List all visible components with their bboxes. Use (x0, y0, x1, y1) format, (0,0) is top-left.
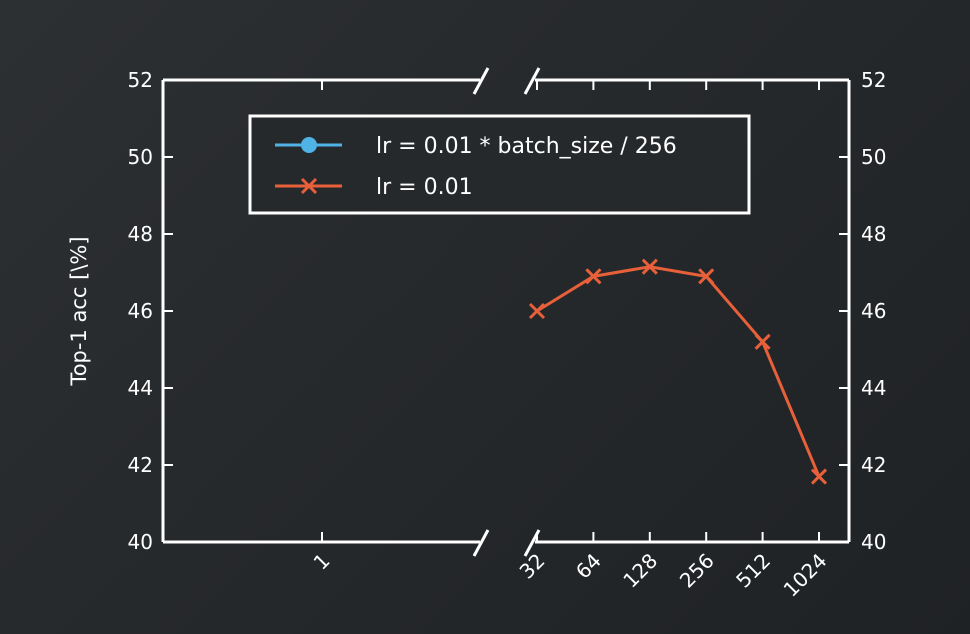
data-point (528, 302, 546, 320)
break-bottom-left (472, 529, 490, 557)
y-tick-label-left: 42 (128, 453, 153, 477)
data-point (810, 468, 828, 485)
series-layer (528, 258, 828, 485)
data-point (641, 258, 658, 275)
y-tick-label-right: 50 (861, 145, 886, 169)
legend-label: lr = 0.01 * batch_size / 256 (376, 134, 677, 159)
y-tick-label-right: 44 (861, 376, 886, 400)
data-point (585, 268, 602, 285)
y-tick-label-left: 46 (128, 299, 153, 323)
series-line-1 (536, 265, 821, 478)
y-tick-label-right: 48 (861, 222, 886, 246)
legend-box (248, 114, 751, 215)
y-ticks: 40 40 42 42 44 44 46 46 48 48 50 50 52 52 (128, 68, 887, 554)
data-point (754, 333, 771, 350)
x-tick-label: 1024 (779, 549, 832, 602)
break-top-left (472, 67, 490, 95)
y-tick-label-left: 40 (128, 530, 153, 554)
y-tick-label-right: 52 (861, 68, 886, 92)
x-tick-label: 32 (515, 549, 550, 584)
y-tick-label-left: 50 (128, 145, 153, 169)
legend-marker-circle (301, 137, 317, 153)
y-tick-label-left: 48 (128, 222, 153, 246)
legend: lr = 0.01 * batch_size / 256 lr = 0.01 (248, 114, 751, 215)
x-tick-label: 1 (309, 549, 335, 575)
data-point (698, 268, 715, 285)
legend-label: lr = 0.01 (376, 175, 473, 200)
x-tick-label: 256 (675, 549, 719, 593)
y-tick-label-right: 42 (861, 453, 886, 477)
y-tick-label-left: 44 (128, 376, 153, 400)
y-axis-title: Top-1 acc [\%] (67, 236, 91, 386)
break-top-right (523, 67, 541, 95)
legend-entry: lr = 0.01 (275, 175, 473, 200)
y-tick-label-right: 46 (861, 299, 886, 323)
y-tick-label-left: 52 (128, 68, 153, 92)
legend-entry: lr = 0.01 * batch_size / 256 (275, 134, 677, 159)
y-tick-label-right: 40 (861, 530, 886, 554)
x-tick-label: 128 (618, 549, 662, 593)
legend-items: lr = 0.01 * batch_size / 256 lr = 0.01 (275, 134, 677, 200)
x-tick-label: 64 (571, 549, 606, 584)
x-tick-label: 512 (731, 549, 775, 593)
